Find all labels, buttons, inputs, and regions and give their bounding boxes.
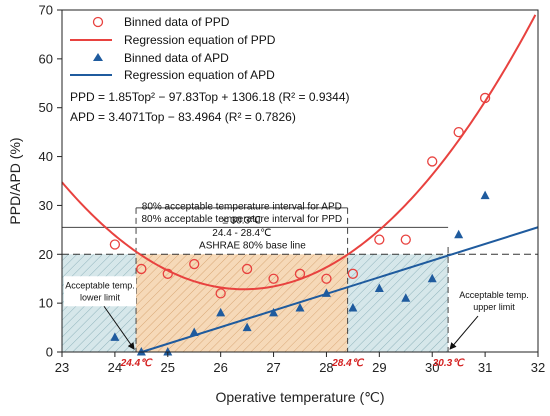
temperature-limit-marker: 28.4℃	[331, 358, 364, 369]
y-tick-label: 40	[39, 149, 53, 164]
legend-marker-apd-points	[93, 53, 103, 61]
apd-point	[242, 322, 252, 332]
x-tick-label: 24	[108, 360, 122, 375]
ppd-equation: PPD = 1.85Top² − 97.83Top + 1306.18 (R² …	[70, 90, 350, 104]
ppd-interval-range: 24.4 - 28.4℃	[212, 228, 271, 239]
apd-point	[480, 190, 490, 200]
x-tick-label: 28	[319, 360, 333, 375]
apd-interval-range: ≤ 30.3℃	[222, 215, 261, 226]
ppd-interval-label: 80% acceptable temperature interval for …	[141, 214, 342, 225]
temperature-limit-marker: 30.3℃	[433, 358, 465, 369]
x-tick-label: 26	[213, 360, 227, 375]
ppd-point	[215, 288, 226, 299]
ppd-point	[479, 92, 491, 104]
ppd-point	[427, 156, 438, 167]
lower-limit-arrow	[103, 305, 135, 350]
ppd-point	[374, 234, 385, 245]
ppd-regression-curve	[61, 14, 537, 291]
apd-interval-label: 80% acceptable temperature interval for …	[142, 201, 342, 212]
lower-limit-label: Acceptable temp.	[65, 280, 135, 290]
upper-limit-box	[452, 286, 536, 317]
x-tick-label: 27	[266, 360, 280, 375]
ppd-point	[189, 258, 200, 270]
axes: 23 24 25 26 27 28 29 30 31 32 0 10 20 30 40 50 60 70	[39, 3, 546, 376]
regression-lines	[61, 14, 539, 353]
y-tick-label: 50	[39, 100, 53, 115]
ppd-point	[453, 126, 464, 138]
ppd-point	[162, 268, 173, 279]
ppd-point	[321, 273, 332, 284]
x-tick-label: 30	[425, 360, 439, 375]
lower-limit-label: lower limit	[80, 292, 121, 302]
ppd-point	[136, 263, 147, 275]
x-tick-label: 25	[161, 360, 175, 375]
y-tick-label: 10	[39, 296, 53, 311]
apd-point	[427, 273, 437, 283]
legend: Binned data of PPD Regression equation o…	[70, 15, 276, 82]
ppd-point	[347, 268, 359, 279]
x-axis-title: Operative temperature (℃)	[215, 389, 384, 405]
apd-point	[163, 347, 173, 356]
y-tick-label: 30	[39, 198, 53, 213]
apd-point	[321, 288, 331, 297]
upper-limit-arrow	[449, 315, 479, 350]
temperature-limit-marker: 24.4℃	[120, 358, 153, 369]
y-tick-label: 70	[39, 3, 53, 18]
ppd-point	[294, 268, 306, 279]
x-tick-label: 29	[372, 360, 386, 375]
legend-marker-ppd-points	[92, 16, 104, 28]
ashrae-baseline-label: ASHRAE 80% base line	[199, 240, 306, 251]
apd-point	[348, 303, 358, 312]
y-axis-title: PPD/APD (%)	[7, 137, 23, 224]
y-tick-label: 20	[39, 247, 53, 262]
upper-limit-label: upper limit	[473, 302, 515, 312]
ppd-point	[109, 239, 121, 250]
legend-label-ppd-points: Binned data of PPD	[124, 15, 230, 29]
apd-point	[295, 303, 305, 312]
apd-point	[269, 307, 279, 317]
x-tick-label: 32	[531, 360, 545, 375]
y-tick-label: 0	[46, 345, 53, 360]
apd-point	[401, 293, 411, 302]
lower-limit-box	[64, 276, 136, 307]
apd-point	[374, 283, 384, 292]
apd-point	[216, 307, 226, 317]
x-tick-label: 31	[478, 360, 492, 375]
legend-label-ppd-curve: Regression equation of PPD	[124, 33, 276, 47]
legend-label-apd-line: Regression equation of APD	[124, 68, 275, 82]
ppd-point	[241, 263, 253, 275]
data-points	[109, 92, 491, 356]
apd-regression-line	[141, 226, 539, 353]
x-tick-label: 23	[55, 360, 69, 375]
plot-frame	[61, 9, 539, 353]
apd-point	[454, 229, 464, 239]
y-tick-label: 60	[39, 51, 53, 66]
apd-point	[110, 332, 120, 341]
apd-equation: APD = 3.4071Top − 83.4964 (R² = 0.7826)	[70, 110, 296, 124]
annotations: 80% acceptable temperature interval for …	[64, 201, 536, 369]
upper-limit-label: Acceptable temp.	[459, 290, 529, 300]
ppd-point	[268, 273, 279, 284]
ppd-point	[400, 234, 411, 245]
apd-point	[136, 347, 146, 356]
legend-label-apd-points: Binned data of APD	[124, 51, 229, 65]
shaded-region-2	[347, 254, 449, 352]
apd-point	[189, 327, 199, 336]
